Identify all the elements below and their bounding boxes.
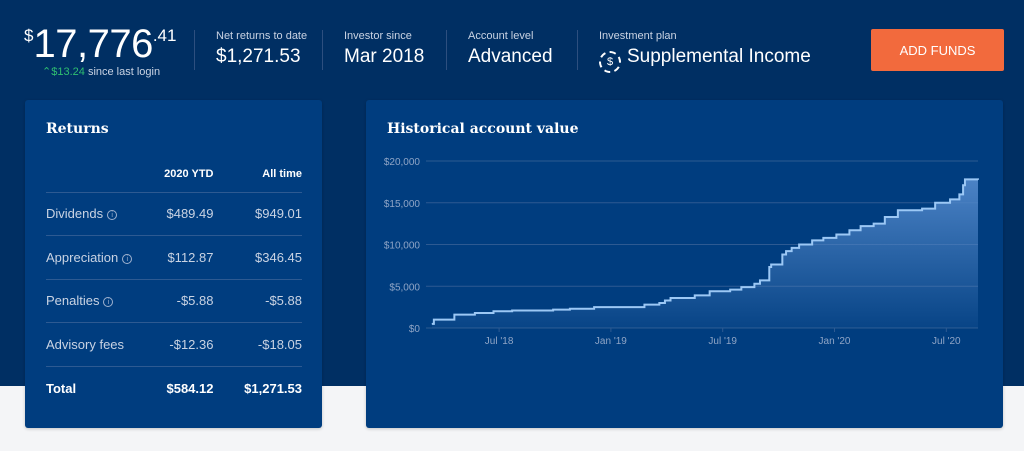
data-point bbox=[431, 323, 433, 325]
data-point bbox=[822, 237, 824, 239]
data-point bbox=[433, 319, 435, 321]
info-icon[interactable]: i bbox=[107, 210, 118, 221]
divider bbox=[577, 30, 578, 70]
data-point bbox=[798, 244, 800, 245]
investor-since-stat: Investor since Mar 2018 bbox=[344, 30, 425, 67]
total-row: Total $584.12 $1,271.53 bbox=[46, 365, 302, 410]
area-fill bbox=[432, 179, 978, 328]
data-point bbox=[453, 314, 455, 316]
data-point bbox=[694, 294, 696, 296]
data-point bbox=[921, 208, 923, 210]
table-row: Dividends i $489.49 $949.01 bbox=[46, 192, 302, 236]
table-row: Advisory fees -$12.36 -$18.05 bbox=[46, 322, 302, 367]
data-point bbox=[977, 179, 979, 181]
data-point bbox=[860, 225, 862, 227]
data-point bbox=[781, 254, 783, 256]
data-point bbox=[740, 286, 742, 288]
data-point bbox=[811, 239, 813, 241]
chart-card: Historical account value $0 $5,000 $10,000… bbox=[366, 100, 1003, 428]
add-funds-button[interactable]: ADD FUNDS bbox=[871, 29, 1004, 71]
returns-card: Returns 2020 YTD All time Dividends i $489.… bbox=[25, 100, 322, 428]
data-point bbox=[848, 229, 850, 231]
data-point bbox=[873, 223, 875, 225]
info-icon[interactable]: i bbox=[103, 297, 114, 308]
series-line bbox=[432, 178, 979, 325]
data-point bbox=[785, 250, 787, 252]
dollar-cycle-icon: $ bbox=[599, 51, 621, 73]
data-point bbox=[958, 193, 960, 195]
data-point bbox=[791, 247, 793, 249]
data-point bbox=[552, 309, 554, 311]
data-point bbox=[492, 310, 494, 312]
account-value-chart: $0 $5,000 $10,000 $15,000 $20,000 Jul '18 Jan … bbox=[384, 157, 979, 347]
x-tick-label: Jan '20 bbox=[819, 336, 851, 347]
investment-plan-stat: Investment plan $ Supplemental Income bbox=[599, 30, 811, 73]
data-point bbox=[934, 202, 936, 204]
column-header: 2020 YTD bbox=[138, 156, 214, 193]
y-tick-label: $15,000 bbox=[384, 199, 421, 210]
account-level-stat: Account level Advanced bbox=[468, 30, 553, 67]
balance-change: ⌃$13.24 since last login bbox=[42, 66, 161, 78]
data-point bbox=[474, 312, 476, 314]
x-tick-label: Jul '19 bbox=[708, 336, 737, 347]
data-point bbox=[709, 290, 711, 292]
y-tick-label: $5,000 bbox=[389, 282, 420, 293]
data-point bbox=[759, 279, 761, 281]
data-point bbox=[964, 178, 966, 180]
data-point bbox=[729, 289, 731, 291]
x-tick-label: Jan '19 bbox=[595, 336, 627, 347]
divider bbox=[194, 30, 195, 70]
arrow-up-icon: ⌃ bbox=[42, 66, 52, 78]
x-tick-label: Jul '18 bbox=[485, 336, 514, 347]
net-returns-stat: Net returns to date $1,271.53 bbox=[216, 30, 308, 67]
column-header: All time bbox=[213, 156, 302, 193]
data-point bbox=[962, 184, 964, 186]
table-row: Penalties i -$5.88 -$5.88 bbox=[46, 279, 302, 323]
returns-table: 2020 YTD All time Dividends i $489.49 $949.0… bbox=[46, 156, 302, 410]
data-point bbox=[835, 233, 837, 235]
returns-title: Returns bbox=[46, 121, 109, 137]
chart-title: Historical account value bbox=[387, 121, 579, 137]
divider bbox=[322, 30, 323, 70]
data-point bbox=[770, 264, 772, 266]
data-point bbox=[593, 306, 595, 308]
x-tick-label: Jul '20 bbox=[932, 336, 961, 347]
info-icon[interactable]: i bbox=[122, 253, 133, 264]
data-point bbox=[569, 308, 571, 310]
table-row: Appreciation i $112.87 $346.45 bbox=[46, 235, 302, 280]
data-point bbox=[658, 302, 660, 304]
data-point bbox=[670, 297, 672, 299]
divider bbox=[446, 30, 447, 70]
data-point bbox=[768, 266, 770, 268]
data-point bbox=[753, 283, 755, 285]
data-point bbox=[511, 309, 513, 311]
data-point bbox=[949, 198, 951, 200]
account-balance: $17,776.41 bbox=[24, 22, 177, 66]
y-tick-label: $0 bbox=[409, 324, 421, 335]
data-point bbox=[664, 299, 666, 301]
y-tick-label: $20,000 bbox=[384, 157, 421, 168]
y-tick-label: $10,000 bbox=[384, 241, 421, 252]
data-point bbox=[643, 304, 645, 306]
data-point bbox=[897, 209, 899, 211]
data-point bbox=[884, 216, 886, 218]
